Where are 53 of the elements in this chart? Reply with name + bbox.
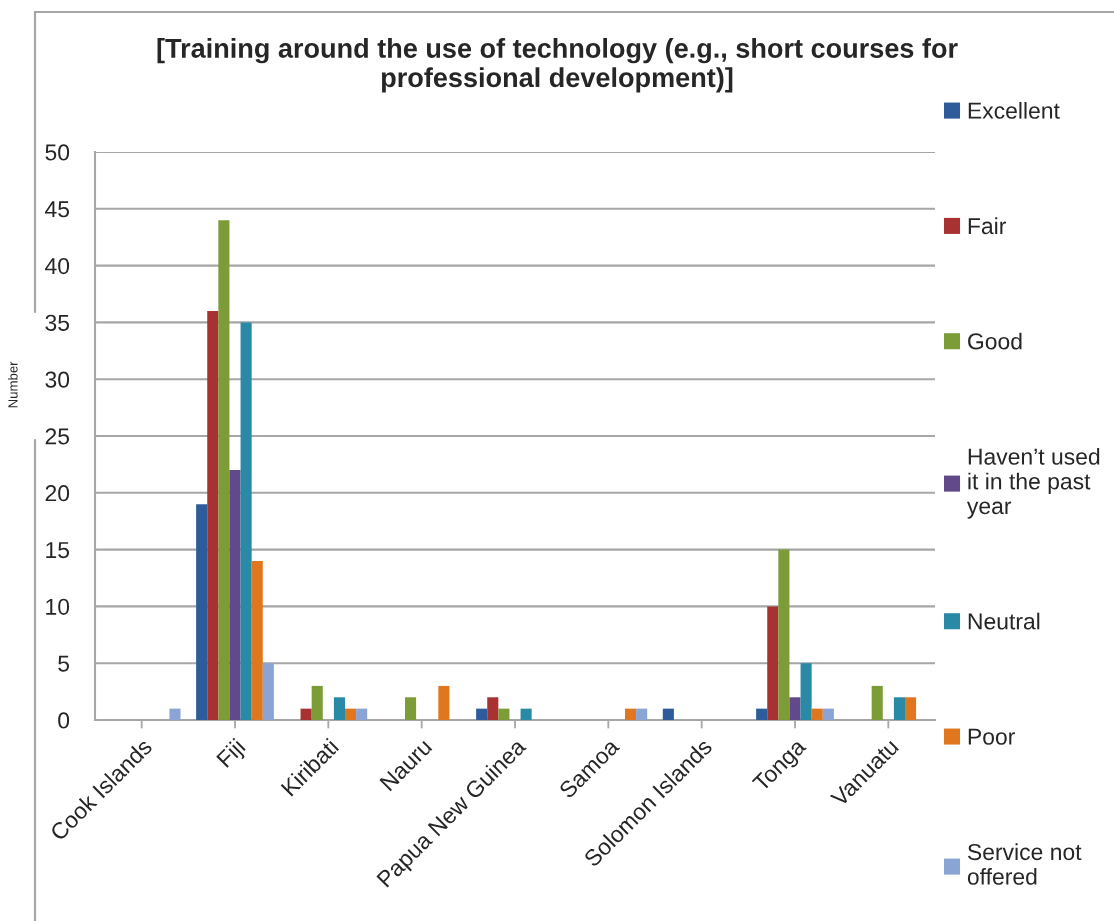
bar — [207, 311, 219, 720]
bar — [778, 549, 790, 720]
y-tick-label: 0 — [58, 712, 70, 729]
legend-label: Good — [968, 332, 1022, 350]
legend-label: Poor — [968, 728, 1015, 745]
bar — [344, 708, 357, 720]
y-tick-label: 20 — [45, 485, 70, 502]
bar — [300, 708, 312, 720]
bar — [476, 708, 488, 720]
y-tick-label: 25 — [45, 428, 70, 445]
y-tick-label: 5 — [58, 655, 70, 672]
bar — [800, 663, 812, 720]
y-axis-title: Number — [7, 361, 18, 408]
bar — [811, 708, 823, 720]
legend-label: Haven’t used it in the past year — [966, 447, 1100, 519]
y-tick-label: 35 — [45, 314, 70, 331]
y-tick-label: 40 — [45, 257, 70, 275]
bar — [893, 697, 905, 720]
bar — [636, 708, 648, 720]
bar — [405, 697, 417, 720]
bar — [871, 685, 883, 720]
x-tick-label: Fiji — [215, 737, 250, 772]
legend-label: Service not offered — [967, 843, 1082, 885]
legend-label: Excellent — [968, 102, 1060, 119]
bar — [498, 708, 510, 720]
bar — [196, 504, 208, 720]
legend-label: Fair — [968, 217, 1006, 235]
y-tick-label: 10 — [46, 598, 70, 615]
bar — [229, 470, 241, 720]
bar — [311, 685, 323, 720]
y-tick-label: 30 — [45, 371, 70, 388]
bar — [356, 708, 368, 720]
bar — [240, 322, 252, 720]
legend-label: Neutral — [968, 612, 1040, 630]
bar — [662, 708, 674, 720]
y-tick-label: 50 — [45, 144, 70, 161]
chart-title: [Training around the use of technology (e.g., short courses for professional development)] — [157, 38, 958, 93]
bar — [767, 606, 779, 720]
bar — [251, 560, 263, 720]
y-tick-label: 15 — [46, 542, 70, 559]
bar — [520, 708, 532, 720]
bar — [218, 220, 230, 720]
bar — [904, 697, 917, 720]
y-tick-label: 45 — [45, 201, 70, 218]
bar — [822, 708, 834, 720]
bar — [333, 697, 345, 720]
bar — [624, 708, 637, 720]
bar — [169, 708, 181, 720]
bar — [262, 663, 274, 720]
bar — [789, 697, 801, 720]
bar — [756, 708, 768, 720]
bar — [487, 697, 499, 720]
bar — [438, 685, 450, 720]
